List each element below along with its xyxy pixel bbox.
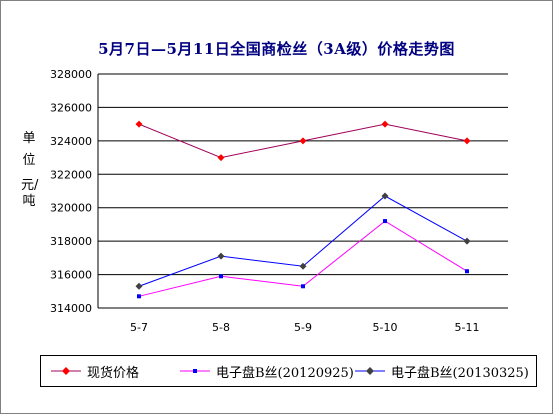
series-1-point: [463, 137, 471, 145]
legend: 现货价格 电子盘B丝(20120925) 电子盘B丝(20130325): [40, 355, 537, 387]
series-2-point: [383, 219, 387, 224]
y-tick-label: 314000: [50, 302, 92, 315]
y-tick-label: 320000: [50, 202, 92, 215]
y-tick-labels: 314000 316000 318000 320000 322000 324000 3260…: [50, 68, 92, 315]
legend-label-b-silk-20130325: 电子盘B丝(20130325): [391, 365, 529, 381]
y-tick-label: 328000: [50, 68, 92, 81]
y-tick-label: 316000: [50, 269, 92, 282]
legend-swatch-spot-price: [51, 367, 81, 375]
series-3-point: [463, 237, 471, 245]
legend-swatch-b-silk-20120925: [180, 369, 210, 373]
y-tick-label: 322000: [50, 168, 92, 181]
legend-item-b-silk-20130325: 电子盘B丝(20130325): [353, 356, 529, 386]
legend-item-b-silk-20120925: 电子盘B丝(20120925): [178, 356, 354, 386]
legend-label-b-silk-20120925: 电子盘B丝(20120925): [216, 365, 354, 381]
x-tick-label: 5-10: [373, 321, 398, 334]
series-3-point: [135, 282, 143, 290]
series-2-point: [219, 274, 223, 279]
y-axis-unit-label: 单 位: [22, 131, 36, 168]
chart-title: 5月7日—5月11日全国商检丝（3A级）价格走势图: [98, 40, 455, 58]
series-3-point: [217, 252, 225, 260]
x-tick-label: 5-8: [212, 321, 230, 334]
series-3-point: [299, 262, 307, 270]
series-layer: [135, 120, 471, 299]
legend-label-spot-price: 现货价格: [87, 365, 140, 381]
y-axis-name-label: 元/吨: [21, 178, 39, 209]
series-1-point: [381, 120, 389, 128]
y-tick-label: 326000: [50, 101, 92, 114]
series-3-point: [381, 192, 389, 200]
y-tick-label: 318000: [50, 235, 92, 248]
legend-swatch-b-silk-20130325: [355, 367, 385, 375]
x-tick-label: 5-7: [130, 321, 148, 334]
x-tick-label: 5-11: [455, 321, 480, 334]
x-tick-labels: 5-7 5-8 5-9 5-10 5-11: [130, 321, 479, 334]
legend-item-spot-price: 现货价格: [49, 356, 139, 386]
series-1-point: [217, 154, 225, 162]
grid-layer: [97, 73, 508, 309]
series-2-point: [301, 284, 305, 289]
series-1-point: [135, 120, 143, 128]
series-2-point: [465, 269, 469, 274]
y-tick-label: 324000: [50, 135, 92, 148]
series-1-point: [299, 137, 307, 145]
x-tick-label: 5-9: [294, 321, 312, 334]
series-2-point: [137, 294, 141, 299]
